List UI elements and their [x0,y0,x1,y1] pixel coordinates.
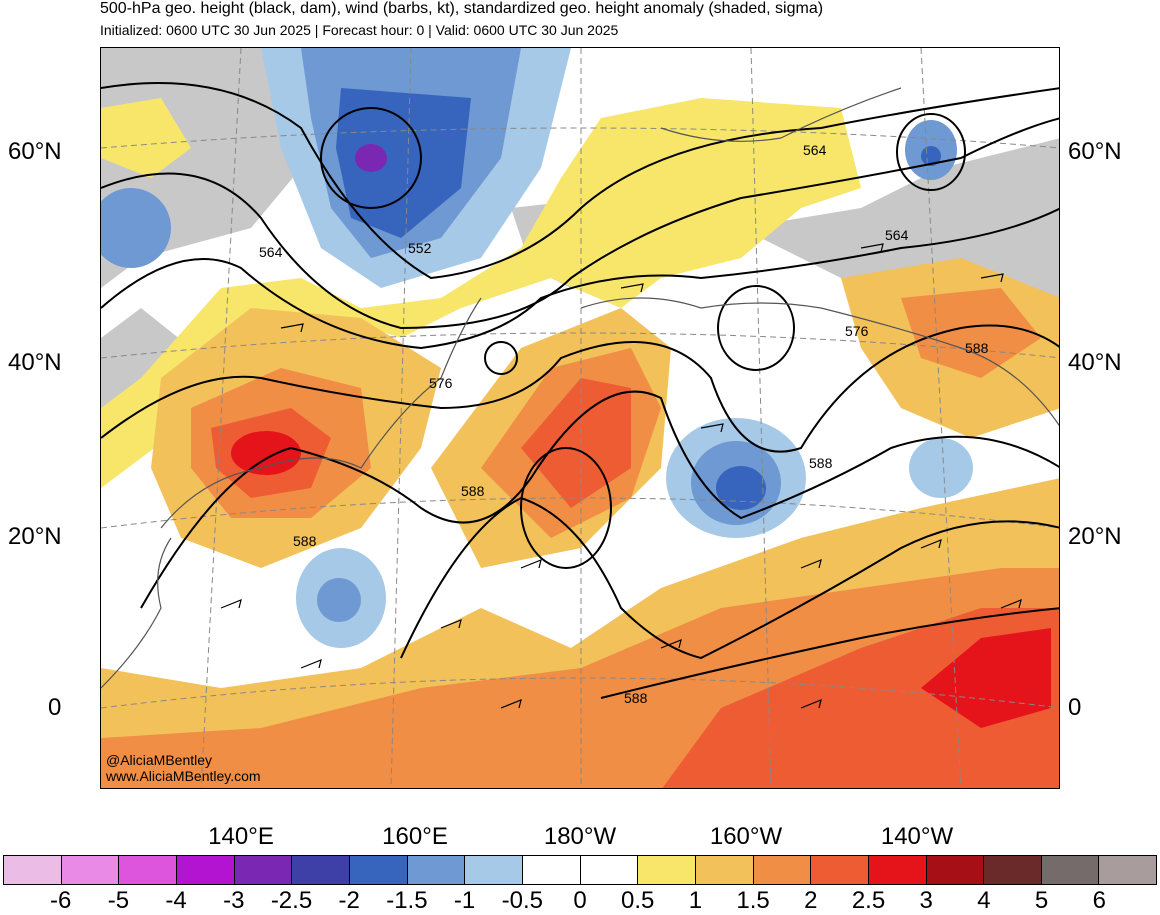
credit-handle: @AliciaMBentley [106,752,213,768]
wind-barbs [220,243,1022,709]
colorbar-tick-label: 1.5 [736,887,770,914]
anomaly-neg-core [355,144,387,172]
lat-label-right-20n: 20°N [1068,523,1122,550]
colorbar-swatch [522,856,581,884]
map-svg: 564 552 564 564 576 576 588 588 588 588 … [101,48,1059,788]
lat-label-left-60n: 60°N [8,138,62,165]
colorbar-swatch [580,856,639,884]
colorbar-swatch [407,856,466,884]
lon-label-160w: 160°W [709,823,783,850]
anomaly-neg-trough-core [716,466,766,510]
contour-label-group: 564 552 564 564 576 576 588 588 588 588 … [259,142,989,706]
colorbar-tick-label: 3 [919,887,933,914]
colorbar-tick-label: -0.5 [501,887,543,914]
contour-label-588-b: 588 [809,455,833,471]
anomaly-neg-e-pocket [909,438,973,498]
contour-label-588-a: 588 [965,340,989,356]
anomaly-pos-yellow-nw [101,98,191,178]
colorbar-swatch [234,856,293,884]
anomaly-pos-yellow-north [101,98,861,488]
colorbar-swatch [465,856,523,884]
anomaly-neg-s-core [317,578,361,622]
colorbar-tick-label: 6 [1092,887,1106,914]
colorbar-swatch [176,856,235,884]
colorbar-swatch [811,856,869,884]
coastlines [101,87,1059,689]
lat-label-left-0: 0 [48,694,62,721]
chart-subtitle: Initialized: 0600 UTC 30 Jun 2025 | Fore… [100,22,619,38]
colorbar-tick-label: 1 [688,887,703,914]
contour-label-588-c: 588 [461,483,485,499]
lat-label-left-40n: 40°N [8,349,62,376]
height-contours [101,82,1059,699]
anomaly-pos-ne-dark [901,288,1041,378]
colorbar-swatch [292,856,350,884]
colorbar-swatch [868,856,927,884]
anomaly-neg-w-pocket [101,188,171,268]
colorbar-swatch [4,856,62,884]
anomaly-pos-tropics-core [921,628,1051,728]
colorbar-tick-label: 0 [573,887,587,914]
contour-label-552: 552 [408,240,432,256]
colorbar-tick-label: -4 [165,887,187,914]
colorbar-tick-label: -3 [223,887,245,914]
colorbar-tick-label: 5 [1034,887,1049,914]
contour-label-588-d: 588 [293,533,317,549]
lat-label-right-40n: 40°N [1068,349,1122,376]
lon-label-140w: 140°W [880,823,954,850]
anomaly-pos-tropics-strong [662,608,1059,788]
contour-label-576-b: 576 [845,323,869,339]
colorbar-tick-label: -2 [338,887,360,914]
colorbar-swatch [119,856,177,884]
lat-label-right-0: 0 [1068,694,1082,721]
anomaly-neg-strong [336,88,471,238]
lon-label-160e: 160°E [382,823,448,850]
contour-label-564-b: 564 [803,142,827,158]
colorbar-tick-label: -1 [453,887,476,914]
colorbar-tick-label: 2.5 [851,887,886,914]
colorbar-swatch [695,856,754,884]
colorbar-tick-label: -2.5 [270,887,313,914]
contour-label-564-a: 564 [259,244,283,260]
colorbar-tick-label: 2 [804,887,818,914]
colorbar-tick-label: 0.5 [621,887,655,914]
colorbar-tick-label: -5 [107,887,130,914]
colorbar-swatch [349,856,408,884]
map-panel: 564 552 564 564 576 576 588 588 588 588 … [100,47,1060,789]
colorbar-tick-label: -6 [50,887,72,914]
colorbar-swatch [1041,856,1100,884]
lon-label-140e: 140°E [208,823,274,850]
colorbar-swatch [926,856,985,884]
colorbar-swatch [61,856,120,884]
colorbar-swatch [984,856,1042,884]
lat-label-right-60n: 60°N [1068,138,1122,165]
contour-label-588-e: 588 [624,690,648,706]
credit-website: www.AliciaMBentley.com [106,768,261,784]
colorbar-swatch [638,856,696,884]
colorbar-swatch [753,856,812,884]
anomaly-pos-japan-core [231,431,301,475]
contour-label-564-c: 564 [885,227,909,243]
colorbar [3,855,1157,885]
lon-label-180w: 180°W [543,823,617,850]
chart-title: 500-hPa geo. height (black, dam), wind (… [100,0,824,17]
graticule [101,48,1059,788]
lat-label-left-20n: 20°N [8,523,62,550]
colorbar-tick-label: -1.5 [386,887,428,914]
anomaly-neg-ne-core [921,146,941,166]
colorbar-swatch [1099,856,1157,884]
colorbar-tick-label: 4 [977,887,991,914]
contour-label-576-a: 576 [429,375,453,391]
